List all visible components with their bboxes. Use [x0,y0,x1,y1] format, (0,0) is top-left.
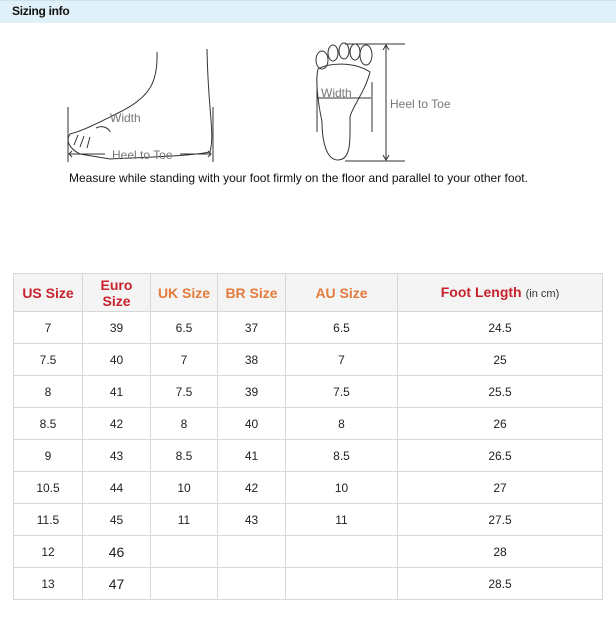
sole-width-label: Width [321,86,352,100]
table-cell: 38 [217,343,286,376]
column-header: Foot Length (in cm) [397,273,603,312]
table-row: 7 39 6.5 37 6.5 24.5 [13,311,603,344]
table-cell: 41 [82,375,151,408]
table-cell: 27 [397,471,603,504]
table-cell: 25.5 [397,375,603,408]
table-cell: 8.5 [13,407,83,440]
foot-measurement-illustration: Width Heel to Toe Width Heel to Toe [67,42,451,162]
table-header-row: US Size Euro Size UK Size BR Size AU Size Foo… [13,273,603,312]
table-cell: 41 [217,439,286,472]
table-cell: 11 [150,503,218,536]
table-cell: 8 [285,407,398,440]
table-cell: 37 [217,311,286,344]
side-heel-to-toe-label: Heel to Toe [112,148,173,162]
table-cell: 11.5 [13,503,83,536]
table-cell [150,567,218,600]
table-cell: 26 [397,407,603,440]
table-cell: 10.5 [13,471,83,504]
column-header: BR Size [217,273,286,312]
section-title: Sizing info [12,4,70,18]
side-width-label: Width [110,111,141,125]
table-cell: 10 [285,471,398,504]
table-cell: 6.5 [150,311,218,344]
table-cell: 43 [82,439,151,472]
table-cell: 8.5 [150,439,218,472]
table-cell: 7 [13,311,83,344]
table-cell: 42 [217,471,286,504]
column-header-label: BR Size [225,284,278,301]
column-header-label: AU Size [315,284,368,301]
table-cell: 40 [82,343,151,376]
section-header: Sizing info [0,0,616,23]
table-cell: 42 [82,407,151,440]
table-cell [217,535,286,568]
table-cell: 8 [13,375,83,408]
table-row: 8.5 42 8 40 8 26 [13,407,603,440]
table-cell: 13 [13,567,83,600]
table-cell: 8 [150,407,218,440]
column-header: US Size [13,273,83,312]
table-cell: 40 [217,407,286,440]
table-cell: 7.5 [150,375,218,408]
table-cell: 7 [285,343,398,376]
table-cell: 26.5 [397,439,603,472]
table-cell: 25 [397,343,603,376]
table-cell: 28.5 [397,567,603,600]
table-cell: 12 [13,535,83,568]
table-cell: 7.5 [13,343,83,376]
table-cell: 39 [217,375,286,408]
table-cell: 7 [150,343,218,376]
table-cell [150,535,218,568]
table-row: 9 43 8.5 41 8.5 26.5 [13,439,603,472]
table-cell: 47 [82,567,151,600]
column-header: Euro Size [82,273,151,312]
column-header-label: UK Size [157,284,211,301]
table-cell: 44 [82,471,151,504]
table-cell: 43 [217,503,286,536]
column-header: AU Size [285,273,398,312]
table-cell: 9 [13,439,83,472]
size-chart-table: US Size Euro Size UK Size BR Size AU Size Foo… [13,273,603,600]
table-row: 7.5 40 7 38 7 25 [13,343,603,376]
measure-instruction: Measure while standing with your foot fi… [69,171,528,185]
table-cell: 7.5 [285,375,398,408]
table-cell: 11 [285,503,398,536]
table-cell: 39 [82,311,151,344]
table-cell: 8.5 [285,439,398,472]
column-header-label: Euro Size [100,276,133,309]
table-cell: 24.5 [397,311,603,344]
table-cell: 10 [150,471,218,504]
table-cell: 45 [82,503,151,536]
table-row: 11.5 45 11 43 11 27.5 [13,503,603,536]
sole-heel-to-toe-label: Heel to Toe [390,97,451,111]
table-row: 13 47 28.5 [13,567,603,600]
table-cell: 6.5 [285,311,398,344]
table-cell [285,567,398,600]
table-cell [217,567,286,600]
column-header-label: Foot Length [440,283,522,300]
column-header-label: US Size [22,284,74,301]
table-row: 8 41 7.5 39 7.5 25.5 [13,375,603,408]
table-row: 10.5 44 10 42 10 27 [13,471,603,504]
unit-label: (in cm) [525,287,560,300]
table-cell: 28 [397,535,603,568]
column-header: UK Size [150,273,218,312]
table-cell: 27.5 [397,503,603,536]
table-cell [285,535,398,568]
table-row: 12 46 28 [13,535,603,568]
table-cell: 46 [82,535,151,568]
